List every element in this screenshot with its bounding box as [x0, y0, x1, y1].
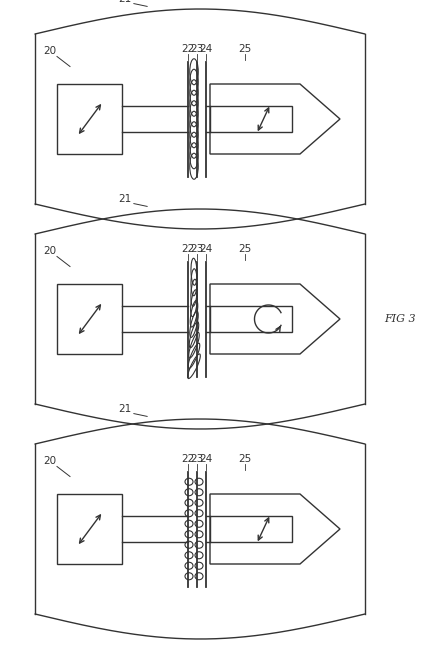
Bar	[57, 494, 122, 564]
Text: 22: 22	[181, 45, 195, 55]
Text: 24: 24	[199, 454, 212, 465]
Text: 25: 25	[238, 45, 252, 55]
Text: 20: 20	[43, 247, 57, 256]
Text: 24: 24	[199, 45, 212, 55]
Bar	[57, 284, 122, 354]
Text: 25: 25	[238, 245, 252, 254]
Text: 22: 22	[181, 454, 195, 465]
Text: 21: 21	[119, 0, 132, 4]
Text: 23: 23	[190, 245, 204, 254]
Text: 22: 22	[181, 245, 195, 254]
Text: 23: 23	[190, 454, 204, 465]
Text: FIG 3: FIG 3	[384, 314, 416, 324]
Text: 25: 25	[238, 454, 252, 465]
Text: 20: 20	[43, 47, 57, 56]
Text: 21: 21	[119, 404, 132, 414]
Bar	[57, 84, 122, 154]
Text: 20: 20	[43, 456, 57, 467]
Text: 24: 24	[199, 245, 212, 254]
Text: 23: 23	[190, 45, 204, 55]
Text: 21: 21	[119, 194, 132, 204]
